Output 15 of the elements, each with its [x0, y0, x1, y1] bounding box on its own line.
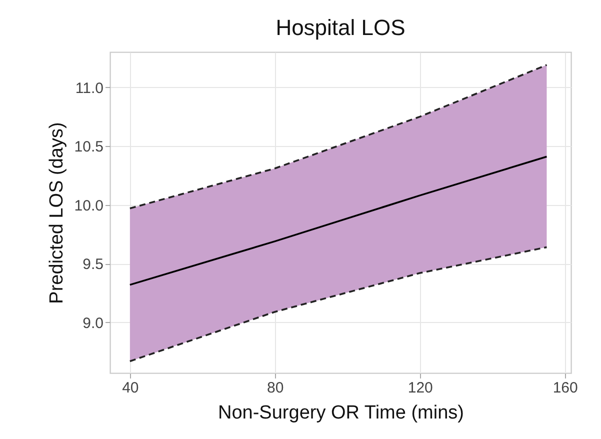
- y-tick-label: 11.0: [75, 80, 104, 97]
- x-tick-label: 160: [552, 380, 578, 396]
- line-series: [129, 156, 548, 286]
- x-tick-label: 80: [267, 380, 284, 396]
- line-series: [129, 64, 548, 210]
- x-axis-title: Non-Surgery OR Time (mins): [218, 402, 464, 424]
- y-tick-label: 9.5: [82, 256, 104, 274]
- x-tick-label: 120: [408, 380, 433, 396]
- y-axis-title: Predicted LOS (days): [46, 122, 68, 304]
- chart-title: Hospital LOS: [276, 15, 406, 40]
- y-tick-label: 10.5: [74, 138, 104, 156]
- x-tick-label: 40: [122, 380, 139, 396]
- line-series: [129, 246, 548, 362]
- y-tick-label: 10.0: [74, 197, 104, 214]
- y-tick-label: 9.0: [82, 314, 104, 332]
